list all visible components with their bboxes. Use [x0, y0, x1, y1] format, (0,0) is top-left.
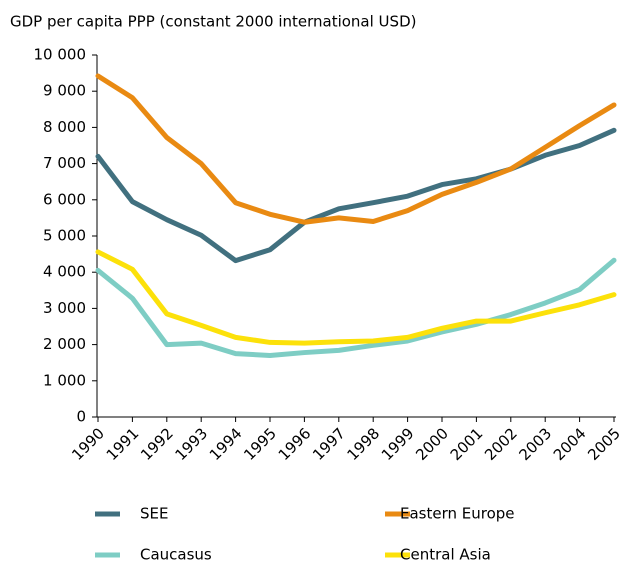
x-tick-label: 1992 [137, 424, 177, 464]
series-line [95, 127, 617, 264]
x-tick-label: 1997 [309, 424, 349, 464]
x-tick-label: 2000 [412, 424, 452, 464]
x-tick-label: 1998 [343, 424, 383, 464]
series-line [95, 257, 617, 358]
x-tick-label: 1990 [68, 424, 108, 464]
x-tick-label: 1999 [378, 424, 418, 464]
y-tick-label: 1 000 [43, 371, 86, 389]
x-tick-label: 1991 [103, 424, 143, 464]
y-tick-label: 8 000 [43, 118, 86, 136]
y-tick-label: 0 [76, 408, 86, 426]
legend-label: Caucasus [140, 546, 212, 564]
chart-title: GDP per capita PPP (constant 2000 intern… [10, 13, 416, 31]
y-tick-label: 10 000 [34, 46, 87, 64]
x-tick-label: 2004 [550, 424, 590, 464]
legend-label: SEE [140, 505, 168, 523]
x-tick-label: 1993 [171, 424, 211, 464]
y-tick-label: 4 000 [43, 263, 86, 281]
x-tick-label: 2002 [481, 424, 521, 464]
series-line [95, 73, 617, 225]
y-tick-label: 5 000 [43, 227, 86, 245]
y-tick-label: 9 000 [43, 82, 86, 100]
x-tick-label: 2001 [447, 424, 487, 464]
x-tick-label: 2005 [584, 424, 624, 464]
y-tick-label: 6 000 [43, 190, 86, 208]
legend-label: Central Asia [400, 546, 491, 564]
x-tick-label: 1996 [275, 424, 315, 464]
y-tick-label: 3 000 [43, 299, 86, 317]
y-tick-label: 7 000 [43, 154, 86, 172]
series-line [95, 249, 617, 346]
y-tick-label: 2 000 [43, 335, 86, 353]
x-tick-label: 1994 [206, 424, 246, 464]
legend-label: Eastern Europe [400, 505, 515, 523]
x-tick-label: 2003 [515, 424, 555, 464]
x-tick-label: 1995 [240, 424, 280, 464]
